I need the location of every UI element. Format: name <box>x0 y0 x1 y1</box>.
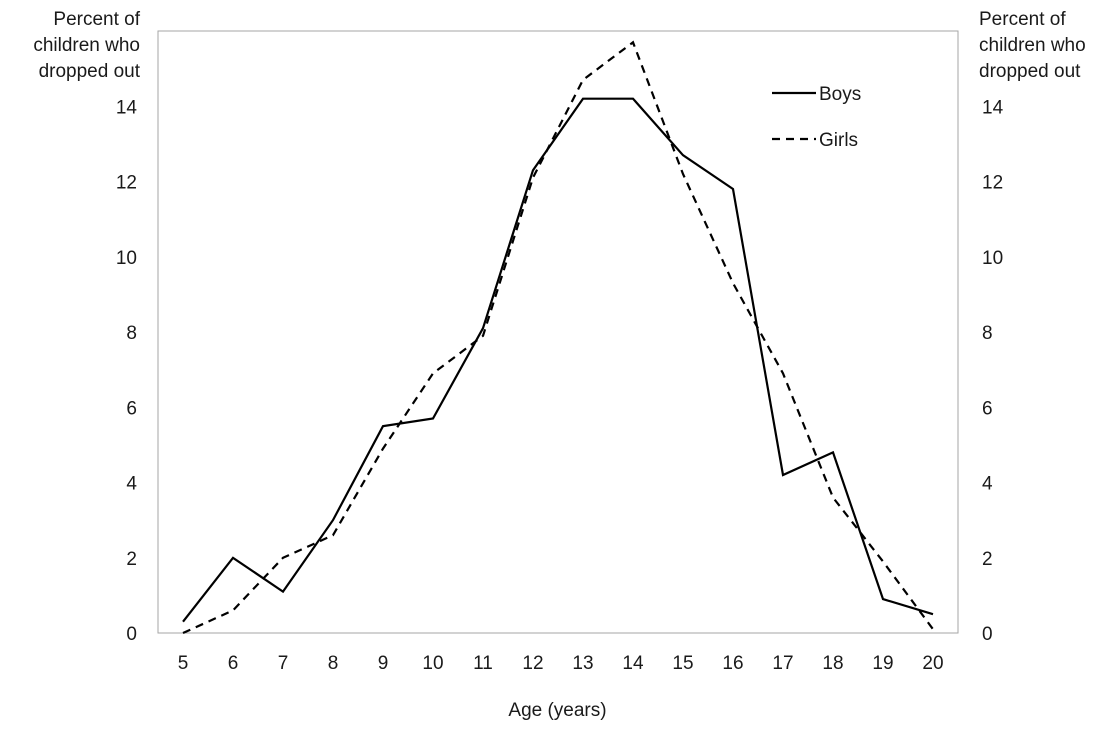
x-tick-label: 13 <box>572 653 593 674</box>
x-axis-title: Age (years) <box>508 700 607 721</box>
x-tick-label: 9 <box>378 653 389 674</box>
y-tick-label-right: 0 <box>982 624 993 645</box>
y-tick-label-right: 10 <box>982 248 1003 269</box>
y-tick-label-right: 14 <box>982 97 1004 118</box>
x-tick-label: 14 <box>622 653 644 674</box>
y-tick-label-left: 14 <box>116 97 138 118</box>
y-tick-label-left: 8 <box>126 323 137 344</box>
y-tick-label-left: 2 <box>126 549 137 570</box>
x-tick-label: 12 <box>522 653 543 674</box>
x-tick-label: 16 <box>722 653 743 674</box>
y-axis-title-right: Percent of children who dropped out <box>979 9 1086 83</box>
legend-label-boys: Boys <box>819 84 861 105</box>
series-line-boys <box>182 97 934 623</box>
y-tick-label-right: 8 <box>982 323 993 344</box>
y-tick-label-left: 4 <box>126 474 137 495</box>
y-tick-label-right: 4 <box>982 474 993 495</box>
x-tick-label: 15 <box>672 653 693 674</box>
x-tick-label: 5 <box>178 653 189 674</box>
y-tick-label-left: 0 <box>126 624 137 645</box>
x-tick-label: 19 <box>872 653 893 674</box>
x-tick-label: 8 <box>328 653 339 674</box>
legend-label-girls: Girls <box>819 130 858 151</box>
x-tick-label: 17 <box>772 653 793 674</box>
x-tick-label: 10 <box>422 653 443 674</box>
x-tick-label: 7 <box>278 653 289 674</box>
x-tick-label: 20 <box>922 653 943 674</box>
y-tick-label-right: 12 <box>982 173 1003 194</box>
plot-frame <box>157 30 959 634</box>
y-tick-label-left: 10 <box>116 248 137 269</box>
y-axis-title-left: Percent of children who dropped out <box>33 9 140 83</box>
y-tick-label-left: 12 <box>116 173 137 194</box>
x-tick-label: 18 <box>822 653 843 674</box>
y-tick-label-left: 6 <box>126 398 137 419</box>
x-tick-label: 11 <box>473 653 493 674</box>
y-tick-label-right: 6 <box>982 398 993 419</box>
y-tick-label-right: 2 <box>982 549 993 570</box>
series-line-girls <box>182 40 934 635</box>
x-tick-label: 6 <box>228 653 239 674</box>
